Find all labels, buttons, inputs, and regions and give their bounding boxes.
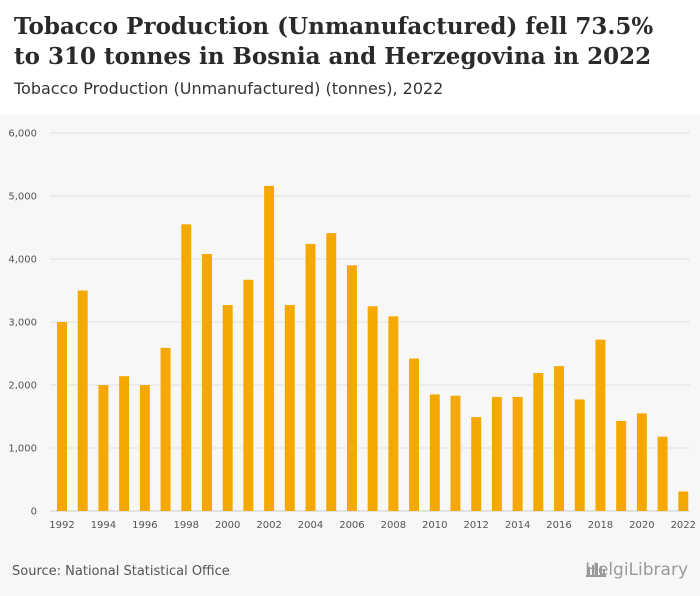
bar-2015[interactable] xyxy=(533,373,544,511)
x-tick-label: 1998 xyxy=(174,520,199,531)
bars xyxy=(57,185,689,512)
brand-logo[interactable]: HelgiLibrary xyxy=(585,560,688,580)
y-tick-label: 3,000 xyxy=(8,318,37,329)
x-tick-label: 2008 xyxy=(381,520,406,531)
x-tick-label: 2012 xyxy=(463,520,488,531)
x-tick-label: 2022 xyxy=(671,520,696,531)
bar-2003[interactable] xyxy=(284,304,295,511)
chart-header: Tobacco Production (Unmanufactured) fell… xyxy=(0,0,700,115)
x-tick-label: 2014 xyxy=(505,520,530,531)
bar-2000[interactable] xyxy=(222,304,233,511)
bar-2006[interactable] xyxy=(346,265,357,511)
bar-2014[interactable] xyxy=(512,396,523,511)
bar-2017[interactable] xyxy=(574,399,585,511)
x-tick-label: 2010 xyxy=(422,520,447,531)
x-tick-label: 2020 xyxy=(629,520,654,531)
bar-1992[interactable] xyxy=(57,322,67,511)
x-tick-label: 1996 xyxy=(132,520,157,531)
y-tick-label: 6,000 xyxy=(8,129,37,140)
bar-1998[interactable] xyxy=(181,224,192,511)
bar-2005[interactable] xyxy=(326,233,337,512)
x-tick-label: 2002 xyxy=(256,520,281,531)
bar-2008[interactable] xyxy=(388,316,399,511)
bar-2012[interactable] xyxy=(471,417,482,511)
bar-1995[interactable] xyxy=(119,376,130,511)
bar-1996[interactable] xyxy=(139,385,150,511)
bar-1997[interactable] xyxy=(160,347,171,511)
bar-2022[interactable] xyxy=(678,491,689,511)
bar-2001[interactable] xyxy=(243,279,254,511)
bar-2019[interactable] xyxy=(616,420,627,511)
chart-title: Tobacco Production (Unmanufactured) fell… xyxy=(14,13,654,70)
source-note: Source: National Statistical Office xyxy=(12,564,230,579)
bar-2002[interactable] xyxy=(264,185,275,512)
bar-2007[interactable] xyxy=(367,306,378,511)
bar-1993[interactable] xyxy=(77,290,88,512)
bar-2021[interactable] xyxy=(657,436,668,511)
bar-2018[interactable] xyxy=(595,339,606,511)
x-tick-label: 1992 xyxy=(49,520,74,531)
y-tick-label: 2,000 xyxy=(8,381,37,392)
y-tick-label: 1,000 xyxy=(8,444,37,455)
bar-1994[interactable] xyxy=(98,385,109,511)
bar-1999[interactable] xyxy=(201,253,212,511)
x-tick-label: 2016 xyxy=(546,520,571,531)
y-tick-label: 5,000 xyxy=(8,192,37,203)
bar-2016[interactable] xyxy=(554,366,565,511)
y-axis-ticks: 0 1,000 2,000 3,000 4,000 5,000 6,000 xyxy=(8,129,37,518)
x-tick-label: 2004 xyxy=(298,520,323,531)
x-tick-label: 2000 xyxy=(215,520,240,531)
brand-name: HelgiLibrary xyxy=(585,560,688,580)
bar-2020[interactable] xyxy=(636,413,647,511)
library-building-icon xyxy=(586,563,607,577)
x-axis-ticks: 1992 1994 1996 1998 2000 2002 2004 2006 2008 2010… xyxy=(49,520,696,531)
x-tick-label: 2018 xyxy=(588,520,613,531)
x-tick-label: 2006 xyxy=(339,520,364,531)
bar-2009[interactable] xyxy=(409,358,420,511)
chart-subtitle: Tobacco Production (Unmanufactured) (ton… xyxy=(14,79,444,98)
bar-2004[interactable] xyxy=(305,243,316,511)
y-tick-label: 0 xyxy=(31,507,37,518)
bar-2010[interactable] xyxy=(429,394,440,511)
x-tick-label: 1994 xyxy=(91,520,116,531)
y-tick-label: 4,000 xyxy=(8,255,37,266)
bar-2013[interactable] xyxy=(491,396,502,511)
bar-2011[interactable] xyxy=(450,395,461,511)
